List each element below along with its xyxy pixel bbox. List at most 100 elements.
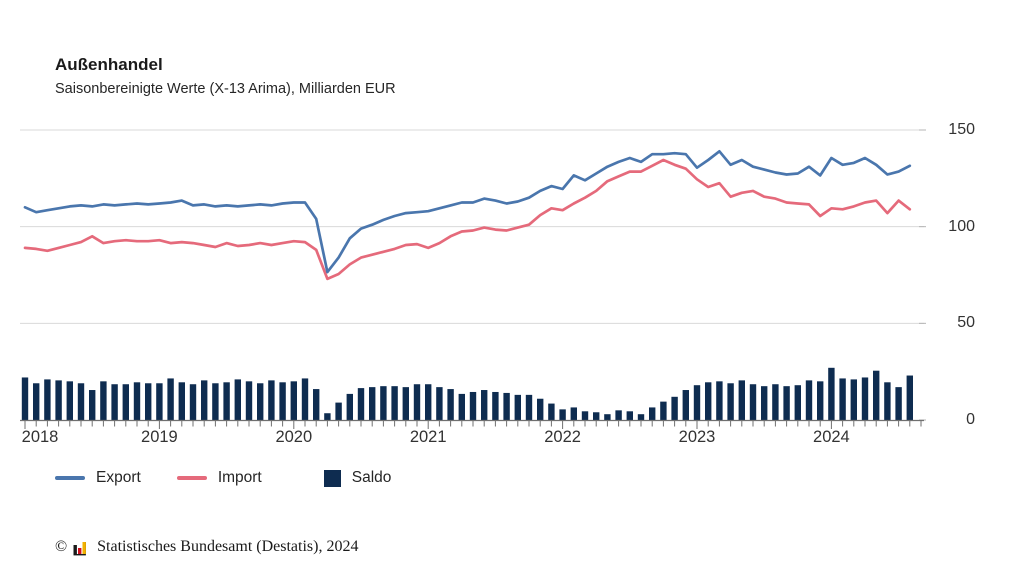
- saldo-bar: [895, 387, 902, 420]
- saldo-bar: [167, 378, 174, 420]
- saldo-bar: [761, 386, 768, 420]
- saldo-bar: [44, 379, 51, 420]
- saldo-bar: [805, 380, 813, 420]
- saldo-bar: [447, 389, 454, 420]
- saldo-bar: [660, 401, 667, 420]
- legend-label-export: Export: [96, 469, 141, 486]
- saldo-bar: [649, 407, 656, 420]
- saldo-bar: [55, 380, 62, 420]
- x-axis-year-label: 2022: [544, 428, 581, 446]
- saldo-bar: [716, 381, 723, 420]
- legend-item-saldo: Saldo: [323, 469, 392, 487]
- import-line-swatch-icon: [176, 476, 207, 480]
- saldo-bar: [503, 392, 510, 420]
- saldo-bar: [828, 367, 835, 420]
- saldo-bar: [257, 383, 264, 420]
- saldo-bar: [223, 382, 230, 420]
- x-axis-year-label: 2018: [21, 428, 59, 446]
- saldo-bar: [884, 382, 891, 420]
- saldo-bar: [481, 390, 488, 420]
- y-axis-tick-label: 100: [948, 217, 975, 235]
- saldo-bar: [705, 382, 712, 420]
- saldo-bar: [492, 391, 499, 420]
- saldo-bar: [570, 407, 577, 420]
- saldo-bar: [749, 384, 757, 420]
- saldo-bar: [738, 380, 745, 420]
- y-axis-tick-label: 150: [948, 121, 975, 138]
- source-text: Statistisches Bundesamt (Destatis), 2024: [97, 538, 359, 555]
- import-line: [23, 158, 912, 281]
- saldo-bar: [66, 381, 73, 420]
- legend: Export Import Saldo: [55, 469, 391, 487]
- saldo-bar: [212, 383, 219, 420]
- saldo-bar: [817, 381, 824, 420]
- saldo-bar: [537, 398, 544, 420]
- saldo-bar: [693, 385, 701, 420]
- saldo-bar: [727, 383, 734, 420]
- saldo-bar: [581, 411, 589, 420]
- legend-label-import: Import: [217, 469, 262, 486]
- x-axis-year-label: 2023: [678, 428, 716, 446]
- saldo-bar: [324, 413, 331, 420]
- x-axis-year-label: 2020: [275, 428, 313, 446]
- saldo-bar: [626, 411, 633, 420]
- x-axis-year-label: 2024: [813, 428, 850, 446]
- saldo-bar: [301, 378, 309, 420]
- saldo-bar: [469, 391, 477, 420]
- saldo-bar: [145, 383, 152, 420]
- saldo-bar: [772, 384, 779, 420]
- saldo-bar: [839, 378, 846, 420]
- saldo-bar: [357, 388, 365, 420]
- copyright-symbol: ©: [55, 538, 68, 555]
- saldo-bar: [21, 377, 29, 420]
- saldo-bar: [178, 382, 185, 420]
- saldo-bar: [637, 414, 645, 420]
- saldo-bar: [380, 386, 387, 420]
- saldo-bar: [156, 383, 163, 420]
- y-axis-tick-label: 0: [966, 411, 975, 428]
- saldo-bar: [548, 403, 555, 420]
- saldo-bar: [593, 412, 600, 420]
- legend-item-import: Import: [176, 469, 262, 487]
- saldo-bar: [279, 382, 286, 420]
- saldo-bar: [436, 387, 443, 420]
- saldo-bar: [77, 383, 85, 420]
- saldo-bar: [906, 375, 913, 420]
- export-line-swatch-icon: [55, 476, 85, 480]
- saldo-bar: [413, 384, 421, 420]
- export-line: [23, 149, 912, 274]
- saldo-bar-swatch-icon: [323, 469, 341, 487]
- saldo-bar: [402, 387, 409, 420]
- legend-label-saldo: Saldo: [351, 469, 392, 486]
- saldo-bar: [559, 409, 566, 420]
- saldo-bar: [290, 381, 297, 420]
- saldo-bar: [313, 389, 320, 420]
- chart-subtitle: Saisonbereinigte Werte (X-13 Arima), Mil…: [55, 81, 396, 97]
- saldo-bar: [189, 384, 197, 420]
- saldo-bar: [861, 377, 869, 420]
- saldo-bar: [111, 384, 118, 420]
- saldo-bar: [122, 384, 129, 420]
- saldo-bar: [615, 410, 622, 420]
- x-axis-year-label: 2021: [409, 428, 447, 446]
- saldo-bar: [671, 396, 678, 420]
- x-axis-year-label: 2019: [141, 428, 178, 446]
- saldo-bar: [369, 387, 376, 420]
- source-line: © Statistisches Bundesamt (Destatis), 20…: [55, 538, 358, 556]
- saldo-bar: [525, 394, 533, 420]
- saldo-bar: [234, 379, 241, 420]
- saldo-bar: [268, 380, 275, 420]
- saldo-bar: [873, 370, 880, 420]
- saldo-bar: [391, 386, 398, 420]
- legend-item-export: Export: [55, 469, 141, 487]
- saldo-bar: [89, 390, 96, 420]
- y-axis-tick-label: 50: [957, 314, 975, 332]
- saldo-bar: [425, 384, 432, 420]
- saldo-bar: [514, 394, 521, 420]
- saldo-bar: [201, 380, 208, 420]
- saldo-bar: [335, 402, 342, 420]
- saldo-bar: [133, 382, 141, 420]
- saldo-bar: [458, 393, 465, 420]
